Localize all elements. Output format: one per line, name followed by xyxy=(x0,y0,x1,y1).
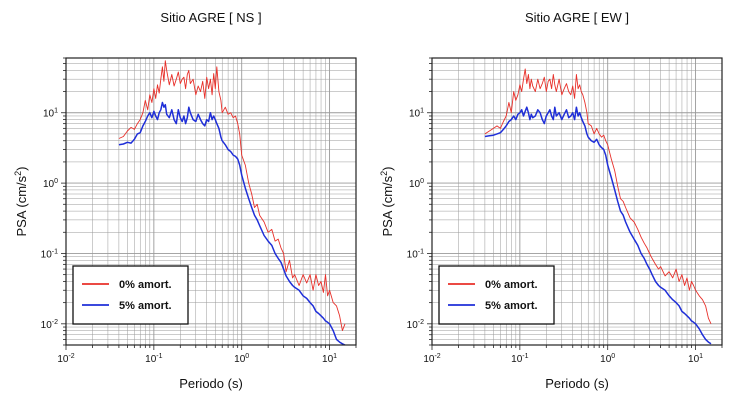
x-tick-label: 10-1 xyxy=(145,353,162,365)
series-line-damped xyxy=(484,106,712,345)
legend-label: 0% amort. xyxy=(485,279,538,291)
y-tick-label: 100 xyxy=(409,178,424,190)
y-tick-label: 101 xyxy=(43,108,58,120)
y-tick-label: 101 xyxy=(409,108,424,120)
x-tick-label: 100 xyxy=(234,353,249,365)
plot-frame xyxy=(65,57,357,346)
legend: 0% amort. 5% amort. xyxy=(72,265,189,325)
x-axis-label: Periodo (s) xyxy=(179,376,243,391)
legend-label: 5% amort. xyxy=(119,300,172,312)
plot-frame xyxy=(431,57,723,346)
y-tick-label: 10-1 xyxy=(407,248,424,260)
series-line-damped xyxy=(118,101,346,346)
chart-panel-2: Sitio AGRE [ EW ] 10-2 10-1 100 101 10-2 10-1 1… xyxy=(379,10,723,391)
series-line-undamped xyxy=(118,60,346,332)
x-tick-label: 100 xyxy=(600,353,615,365)
x-tick-label: 10-2 xyxy=(57,353,74,365)
y-tick-label: 10-2 xyxy=(407,319,424,331)
legend-box xyxy=(72,265,189,325)
chart-title: Sitio AGRE [ NS ] xyxy=(160,10,261,25)
x-tick-label: 101 xyxy=(322,353,337,365)
x-tick-label: 10-1 xyxy=(511,353,528,365)
chart-title: Sitio AGRE [ EW ] xyxy=(525,10,629,25)
y-tick-label: 10-2 xyxy=(41,319,58,331)
legend-box xyxy=(438,265,555,325)
x-tick-label: 10-2 xyxy=(423,353,440,365)
legend-label: 0% amort. xyxy=(119,279,172,291)
x-tick-label: 101 xyxy=(688,353,703,365)
legend-label: 5% amort. xyxy=(485,300,538,312)
y-axis-label: PSA (cm/s2) xyxy=(13,166,29,236)
tick-marks xyxy=(427,57,723,350)
y-tick-label: 10-1 xyxy=(41,248,58,260)
chart-panel-1: Sitio AGRE [ NS ] 10-2 10-1 100 101 10-2 10-1 1… xyxy=(13,10,357,391)
tick-marks xyxy=(61,57,357,350)
legend: 0% amort. 5% amort. xyxy=(438,265,555,325)
y-tick-label: 100 xyxy=(43,178,58,190)
x-axis-label: Periodo (s) xyxy=(545,376,609,391)
series-line-undamped xyxy=(484,68,712,324)
y-axis-label: PSA (cm/s2) xyxy=(379,166,395,236)
